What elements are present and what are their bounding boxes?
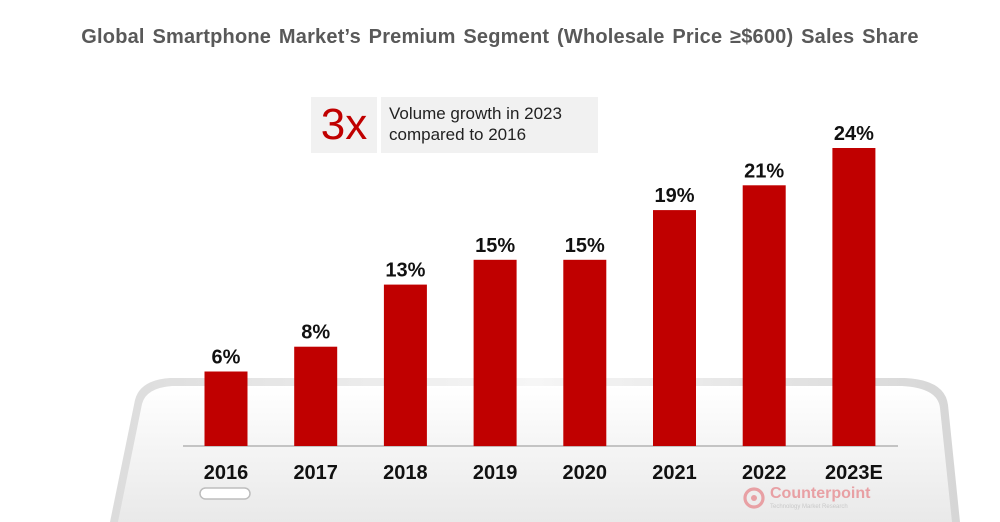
bar-2017 [294,346,338,446]
value-label-2017: 8% [301,322,330,344]
bar-2021 [653,210,696,446]
logo-tagline: Technology Market Research [770,504,848,510]
bar-2020 [563,259,607,447]
value-label-2019: 15% [475,235,515,257]
x-tick-2019: 2019 [473,462,518,484]
x-tick-2018: 2018 [383,462,428,484]
x-tick-2021: 2021 [652,462,697,484]
value-labels: 6% 8% 13% 15% 15% 19% 21% 24% [212,123,875,369]
value-label-2021: 19% [654,185,694,207]
x-tick-2020: 2020 [563,462,608,484]
growth-multiplier: 3x [311,97,377,153]
bar-2023E [832,148,876,446]
bar-2019 [473,259,517,447]
value-label-2018: 13% [385,260,425,282]
bar-2022 [742,185,786,447]
growth-callout: 3x Volume growth in 2023 compared to 201… [311,97,598,153]
logo-text: Counterpoint [770,485,871,502]
growth-description-line1: Volume growth in 2023 [389,104,562,123]
x-tick-2017: 2017 [293,462,338,484]
bar-2018 [383,284,427,446]
value-label-2023E: 24% [834,123,874,145]
counterpoint-logo: Counterpoint Technology Market Research [742,484,902,514]
x-tick-2022: 2022 [742,462,787,484]
x-tick-2023E: 2023E [825,462,883,484]
chart-title: Global Smartphone Market’s Premium Segme… [81,26,919,48]
value-label-2016: 6% [212,347,241,369]
growth-description-line2: compared to 2016 [389,125,527,144]
bar-2016 [204,371,248,446]
x-tick-2016: 2016 [204,462,249,484]
value-label-2020: 15% [565,235,605,257]
value-label-2022: 21% [744,160,784,182]
growth-description: Volume growth in 2023 compared to 2016 [381,97,598,153]
x-tick-labels: 2016 2017 2018 2019 2020 2021 2022 2023E [204,462,883,484]
bars [204,148,876,447]
logo-mark-icon [743,487,765,509]
